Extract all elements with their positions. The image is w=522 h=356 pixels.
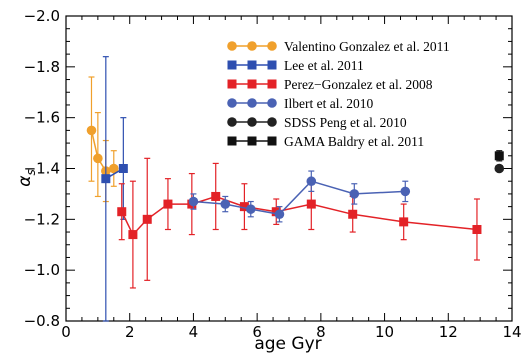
legend-marker <box>227 136 237 146</box>
data-point <box>400 186 411 197</box>
svg-text:αs: αs <box>15 169 38 186</box>
data-point <box>117 207 127 217</box>
data-point <box>101 174 111 184</box>
series <box>494 163 505 174</box>
y-tick-label: −0.8 <box>24 312 60 330</box>
x-tick-label: 0 <box>61 323 71 341</box>
series-line <box>121 195 478 236</box>
legend-marker <box>227 79 237 89</box>
legend-marker <box>227 98 237 108</box>
data-point <box>128 230 138 240</box>
y-tick-label: −1.2 <box>24 210 60 228</box>
legend-marker <box>247 41 257 51</box>
legend-label: Valentino Gonzalez et al. 2011 <box>284 39 450 54</box>
series <box>101 56 128 322</box>
y-tick-label: −1.0 <box>24 261 60 279</box>
legend-entry: SDSS Peng et al. 2010 <box>227 115 407 130</box>
data-point <box>86 125 97 136</box>
data-point <box>163 199 173 209</box>
legend-label: Ilbert et al. 2010 <box>284 96 373 111</box>
legend-entry: Valentino Gonzalez et al. 2011 <box>227 39 450 54</box>
series-line <box>90 130 115 172</box>
x-axis-title: age Gyr <box>254 334 321 354</box>
data-point <box>472 225 482 234</box>
data-point <box>220 199 231 209</box>
legend-marker <box>267 41 277 51</box>
legend-entry: Perez−Gonzalez et al. 2008 <box>227 77 433 92</box>
data-point <box>118 164 128 173</box>
legend-marker <box>267 136 277 146</box>
x-tick-label: 2 <box>125 323 135 341</box>
series <box>117 157 482 289</box>
legend-marker <box>227 117 237 127</box>
data-point <box>245 204 256 214</box>
y-tick-label: −1.8 <box>24 58 60 76</box>
y-axis-title: αs <box>15 169 38 186</box>
series <box>494 150 504 162</box>
data-point <box>274 209 285 220</box>
data-point <box>306 199 316 209</box>
legend-entry: Ilbert et al. 2010 <box>227 96 373 111</box>
x-tick-label: 4 <box>189 323 199 341</box>
data-point <box>306 176 317 187</box>
data-point <box>348 209 358 219</box>
data-point <box>93 153 103 164</box>
legend-marker <box>227 60 237 70</box>
data-point <box>211 191 221 201</box>
legend-marker <box>247 117 257 127</box>
data-point <box>239 202 249 212</box>
data-point <box>142 214 152 224</box>
legend-marker <box>267 79 277 89</box>
y-tick-label: −1.6 <box>24 109 60 127</box>
y-axis-title-main: α <box>15 176 35 187</box>
legend-label: SDSS Peng et al. 2010 <box>284 115 407 130</box>
data-point <box>108 163 119 174</box>
legend-label: Lee et al. 2011 <box>284 58 364 73</box>
data-point <box>349 189 360 199</box>
x-tick-label: 12 <box>439 323 458 341</box>
data-point <box>494 163 505 174</box>
legend-label: Perez−Gonzalez et al. 2008 <box>284 77 433 92</box>
legend-entry: Lee et al. 2011 <box>227 58 364 73</box>
y-axis-title-sub: s <box>24 169 38 175</box>
y-tick-label: −2.0 <box>24 7 60 25</box>
legend-label: GAMA Baldry et al. 2011 <box>284 134 424 149</box>
data-point <box>399 217 409 227</box>
data-point <box>494 151 504 161</box>
legend-marker <box>267 117 277 127</box>
legend-marker <box>247 98 257 108</box>
legend-marker <box>227 41 237 51</box>
series <box>188 170 411 223</box>
y-tick-label: −1.4 <box>24 160 60 178</box>
data-point <box>188 196 199 207</box>
legend-marker <box>247 60 257 70</box>
legend-marker <box>247 136 257 146</box>
x-tick-label: 6 <box>252 323 262 341</box>
legend-marker <box>247 79 257 89</box>
x-tick-label: 10 <box>375 323 394 341</box>
x-tick-label: 14 <box>502 323 521 341</box>
legend-entry: GAMA Baldry et al. 2011 <box>227 134 424 149</box>
legend-marker <box>267 98 277 108</box>
x-tick-label: 8 <box>316 323 326 341</box>
legend-marker <box>267 60 277 70</box>
